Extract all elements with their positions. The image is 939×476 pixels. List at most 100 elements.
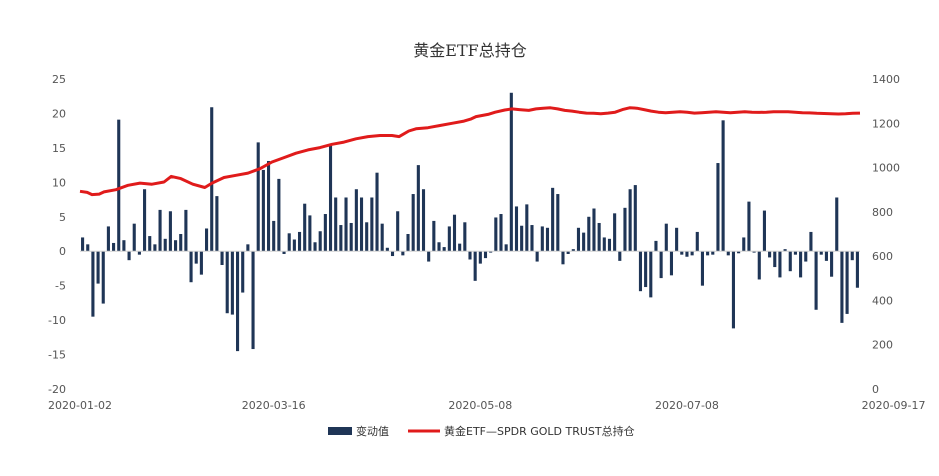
legend-bar-label: 变动值 [356, 424, 389, 438]
bar [199, 251, 203, 275]
bar [184, 209, 188, 252]
bar [427, 251, 431, 262]
bar [458, 243, 462, 252]
bar [773, 251, 777, 268]
bar [814, 251, 818, 310]
bar [401, 251, 405, 256]
right-tick-label: 0 [872, 383, 879, 396]
bar [266, 160, 271, 252]
bar [638, 251, 643, 292]
bar [339, 225, 343, 252]
bar-series [81, 92, 859, 352]
bar [421, 189, 426, 252]
bar [437, 242, 441, 252]
bar [514, 206, 519, 252]
bar [520, 225, 524, 252]
bar [644, 251, 648, 288]
bar [721, 120, 725, 252]
bar [215, 196, 219, 252]
bar [220, 251, 224, 265]
chart-title: 黄金ETF总持仓 [413, 41, 526, 60]
x-tick-label: 2020-07-08 [655, 399, 719, 412]
bar [613, 213, 617, 252]
bar [809, 231, 813, 252]
bar [587, 216, 591, 252]
bar [168, 211, 172, 252]
x-tick-label: 2020-01-02 [48, 399, 112, 412]
bar [478, 251, 482, 264]
right-tick-label: 600 [872, 250, 893, 263]
left-tick-label: 25 [52, 73, 66, 86]
bar [132, 223, 136, 252]
bar [602, 237, 606, 252]
bar [618, 251, 622, 261]
bar [768, 251, 772, 258]
bar [143, 189, 147, 252]
bar [504, 244, 508, 252]
bar [793, 251, 797, 255]
bar [680, 251, 684, 255]
left-tick-label: 20 [52, 107, 66, 120]
bar [303, 203, 307, 252]
bar [824, 251, 828, 261]
bar [390, 251, 395, 257]
bar [354, 189, 358, 252]
bar [189, 251, 193, 283]
bar [551, 187, 555, 252]
bar [633, 185, 637, 252]
left-tick-label: 10 [52, 176, 66, 189]
bar [556, 194, 560, 252]
left-tick-label: 15 [52, 142, 66, 155]
bar [313, 242, 317, 252]
bar [344, 197, 348, 252]
right-tick-label: 400 [872, 294, 893, 307]
bar [700, 251, 704, 286]
bar [561, 251, 565, 265]
bar [334, 197, 338, 252]
bar [530, 225, 534, 252]
bar [726, 251, 730, 256]
bar [706, 251, 710, 256]
bar [778, 251, 782, 278]
bar [545, 227, 550, 252]
bar [819, 251, 823, 255]
bar [359, 197, 364, 252]
bar [328, 145, 333, 252]
bar [752, 251, 756, 253]
bar [576, 227, 581, 252]
bar [675, 227, 679, 252]
bar [210, 107, 214, 252]
bar [122, 240, 126, 252]
bar [112, 242, 116, 252]
bar [287, 233, 291, 252]
left-tick-label: -10 [48, 314, 66, 327]
bar [804, 251, 808, 262]
bar [489, 251, 493, 253]
left-tick-label: -15 [48, 349, 66, 362]
bar [158, 209, 162, 252]
bar [106, 226, 110, 252]
bar [91, 251, 95, 317]
bar [757, 251, 761, 280]
bar [628, 189, 632, 252]
bar [845, 251, 849, 314]
bar [370, 197, 374, 252]
bar [148, 236, 152, 252]
bar [447, 226, 451, 252]
bar [230, 251, 234, 315]
right-tick-label: 1400 [872, 73, 900, 86]
bar [225, 251, 229, 314]
bar [236, 251, 240, 352]
bar [292, 239, 296, 252]
bar [855, 251, 859, 288]
bar [494, 217, 498, 252]
bar [86, 244, 90, 252]
bar [241, 251, 245, 293]
bar [246, 244, 250, 252]
bar [711, 251, 715, 255]
bar [277, 178, 281, 252]
bar [747, 201, 751, 252]
holdings-line [79, 106, 861, 197]
